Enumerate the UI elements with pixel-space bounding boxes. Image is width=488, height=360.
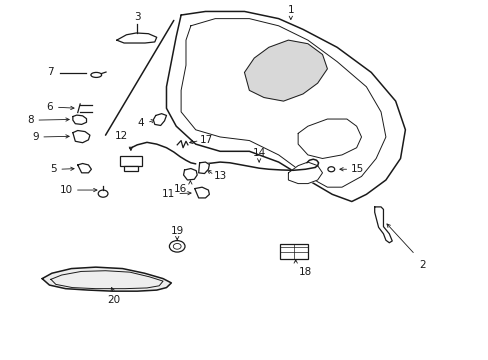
Text: 7: 7 bbox=[47, 67, 53, 77]
Text: 19: 19 bbox=[170, 226, 183, 235]
Text: 1: 1 bbox=[287, 5, 294, 15]
Circle shape bbox=[98, 190, 108, 197]
Polygon shape bbox=[244, 40, 327, 101]
Polygon shape bbox=[298, 119, 361, 158]
Text: 18: 18 bbox=[298, 267, 311, 277]
Polygon shape bbox=[153, 114, 166, 126]
Text: 3: 3 bbox=[134, 12, 140, 22]
Text: 17: 17 bbox=[199, 135, 212, 145]
Polygon shape bbox=[194, 187, 209, 198]
Circle shape bbox=[169, 240, 184, 252]
Polygon shape bbox=[166, 12, 405, 202]
Text: 8: 8 bbox=[27, 115, 34, 125]
Polygon shape bbox=[73, 131, 90, 143]
Text: 6: 6 bbox=[47, 102, 53, 112]
Circle shape bbox=[327, 167, 334, 172]
Polygon shape bbox=[117, 33, 157, 43]
Polygon shape bbox=[374, 207, 391, 243]
Text: 9: 9 bbox=[32, 132, 39, 142]
Bar bbox=[120, 156, 142, 166]
Text: 11: 11 bbox=[162, 189, 175, 199]
Text: 12: 12 bbox=[115, 131, 128, 140]
Text: 14: 14 bbox=[252, 148, 265, 158]
Polygon shape bbox=[198, 162, 209, 174]
Text: 20: 20 bbox=[107, 296, 120, 306]
Text: 4: 4 bbox=[138, 118, 144, 128]
Text: 5: 5 bbox=[50, 164, 57, 174]
Polygon shape bbox=[73, 115, 86, 125]
Text: 2: 2 bbox=[418, 260, 425, 270]
Text: 15: 15 bbox=[350, 164, 363, 174]
Text: 16: 16 bbox=[173, 184, 186, 194]
Text: 10: 10 bbox=[60, 185, 73, 195]
Bar bbox=[123, 166, 138, 171]
Polygon shape bbox=[288, 162, 322, 184]
Bar bbox=[279, 244, 307, 259]
Polygon shape bbox=[42, 267, 171, 291]
Polygon shape bbox=[183, 168, 197, 180]
Polygon shape bbox=[78, 163, 91, 173]
Text: 13: 13 bbox=[214, 171, 227, 181]
